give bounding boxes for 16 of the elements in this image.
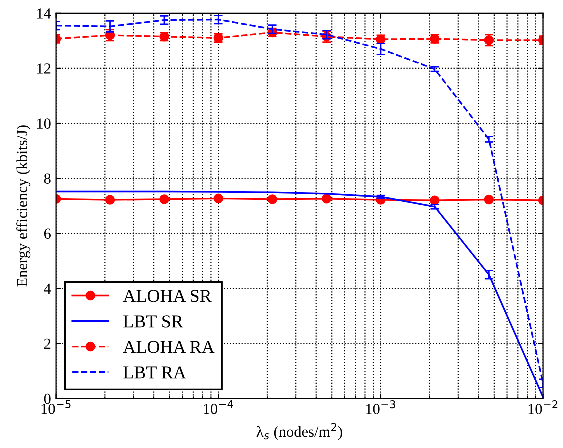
y-tick-label: 6 <box>44 228 51 240</box>
y-tick-label: 2 <box>44 338 51 349</box>
legend-label: LBT SR <box>124 316 184 328</box>
x-tick-label: 10$^{−4}$ <box>204 400 234 414</box>
x-tick-label: 10$^{−3}$ <box>366 400 396 414</box>
y-tick-label: 8 <box>44 174 51 184</box>
x-tick-label: 10$^{−2}$ <box>528 400 558 414</box>
y-tick-label: 4 <box>44 284 52 294</box>
x-axis-title: λ$_{s}$ (nodes/m$^{2}$) <box>256 423 342 440</box>
y-tick-label: 12 <box>38 64 51 74</box>
y-tick-label: 14 <box>38 8 52 19</box>
legend-label: ALOHA RA <box>123 341 215 354</box>
y-tick-label: 10 <box>38 118 51 129</box>
legend-label: LBT RA <box>124 366 186 379</box>
y-axis-title: Energy efficiency (kbits/J) <box>16 126 31 287</box>
legend-label: ALOHA SR <box>123 290 212 302</box>
